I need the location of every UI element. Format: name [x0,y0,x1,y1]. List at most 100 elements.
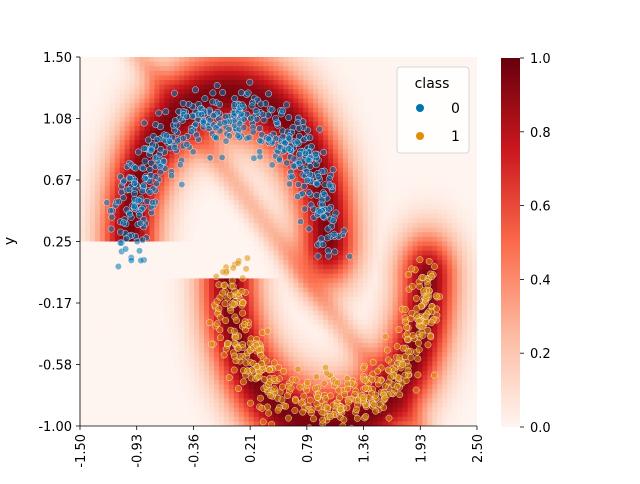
heatmap-cell [298,269,304,275]
heatmap-cell [263,223,270,229]
heatmap-cell [318,181,324,187]
heatmap-cell [199,149,205,155]
heatmap-cell [338,342,344,349]
heatmap-cell [124,310,131,316]
heatmap-cell [313,89,319,95]
heatmap-cell [238,181,245,187]
heatmap-cell [164,306,170,312]
heatmap-cell [253,283,260,289]
heatmap-cell [362,103,369,109]
heatmap-cell [303,61,309,67]
heatmap-cell [134,218,141,224]
heatmap-cell [268,301,275,307]
heatmap-cell [164,84,170,90]
heatmap-cell [352,93,359,100]
heatmap-cell [194,57,200,63]
heatmap-cell [84,153,91,160]
heatmap-cell [382,352,389,358]
heatmap-cell [323,273,329,279]
heatmap-cell [189,273,195,279]
heatmap-cell [99,361,106,367]
heatmap-cell [209,181,215,187]
heatmap-cell [104,296,111,303]
heatmap-cell [184,366,190,372]
heatmap-cell [298,319,304,326]
heatmap-cell [308,259,314,266]
heatmap-cell [347,176,354,183]
heatmap-cell [134,70,141,77]
heatmap-cell [323,324,329,330]
heatmap-cell [333,366,339,372]
heatmap-cell [169,412,175,418]
heatmap-cell [149,278,156,284]
heatmap-cell [357,329,364,335]
heatmap-cell [377,250,384,256]
heatmap-cell [372,246,379,252]
heatmap-cell [179,315,185,321]
heatmap-cell [372,112,379,118]
heatmap-cell [119,89,126,95]
heatmap-cell [184,361,190,367]
heatmap-cell [94,366,101,372]
heatmap-cell [104,375,111,381]
heatmap-cell [288,93,294,100]
heatmap-cell [179,269,185,275]
heatmap-cell [149,361,156,367]
heatmap-cell [362,172,369,178]
heatmap-cell [139,140,146,146]
heatmap-cell [179,384,185,390]
heatmap-cell [352,140,359,146]
heatmap-cell [347,292,354,298]
heatmap-cell [293,342,299,349]
heatmap-cell [338,301,344,307]
heatmap-cell [352,98,359,104]
heatmap-cell [80,186,86,192]
heatmap-cell [164,278,170,284]
heatmap-cell [258,232,265,238]
heatmap-cell [362,356,369,363]
heatmap-cell [293,107,299,113]
heatmap-cell [303,130,309,137]
heatmap-cell [298,227,304,233]
heatmap-cell [362,296,369,303]
heatmap-cell [263,190,270,196]
heatmap-cell [169,112,175,118]
heatmap-cell [159,209,165,215]
heatmap-cell [357,116,364,123]
heatmap-cell [159,398,165,404]
heatmap-cell [99,338,106,344]
heatmap-cell [347,306,354,312]
heatmap-cell [278,172,285,178]
heatmap-cell [308,356,314,363]
heatmap-cell [362,287,369,293]
heatmap-cell [99,75,106,81]
heatmap-cell [154,278,160,284]
heatmap-cell [194,61,200,67]
heatmap-cell [298,287,304,293]
heatmap-cell [273,292,280,298]
heatmap-cell [367,181,374,187]
heatmap-cell [377,236,384,243]
heatmap-cell [154,75,160,81]
heatmap-cell [199,342,205,349]
heatmap-cell [189,315,195,321]
heatmap-cell [382,107,389,113]
heatmap-cell [159,296,165,303]
heatmap-cell [218,310,225,316]
heatmap-cell [362,163,369,169]
heatmap-cell [288,250,294,256]
heatmap-cell [124,333,131,339]
heatmap-cell [362,347,369,353]
heatmap-cell [139,347,146,353]
heatmap-cell [263,338,270,344]
heatmap-cell [382,255,389,261]
heatmap-cell [109,121,116,127]
heatmap-cell [347,204,354,210]
heatmap-cell [84,292,91,298]
heatmap-cell [179,273,185,279]
heatmap-cell [134,356,141,363]
heatmap-cell [248,213,255,220]
heatmap-cell [124,412,131,418]
heatmap-cell [238,241,245,247]
heatmap-cell [149,84,156,90]
